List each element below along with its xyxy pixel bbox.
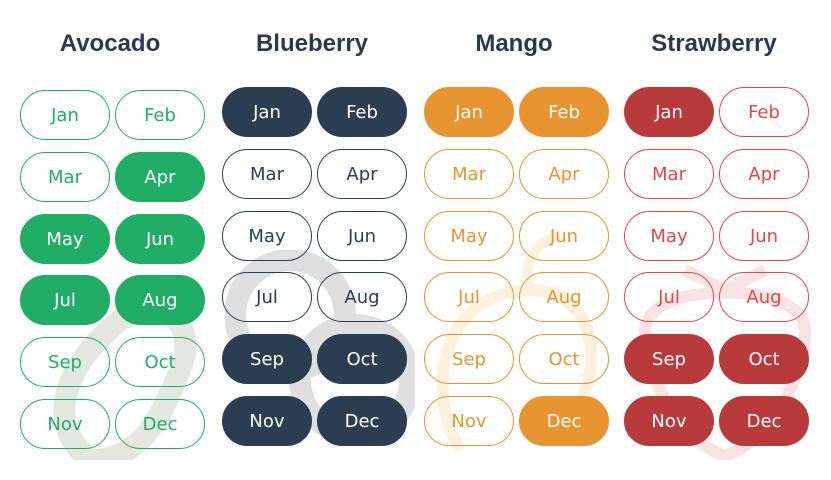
- fruit-title: Mango: [475, 30, 553, 57]
- month-pill-feb: Feb: [719, 87, 809, 137]
- month-pill-oct: Oct: [115, 337, 205, 387]
- month-pill-jan: Jan: [20, 90, 110, 140]
- month-pill-oct-in-season: Oct: [317, 334, 407, 384]
- month-pill-jul-in-season: Jul: [20, 275, 110, 325]
- month-pill-mar: Mar: [20, 152, 110, 202]
- month-pill-jan-in-season: Jan: [222, 87, 312, 137]
- month-pill-aug: Aug: [719, 272, 809, 322]
- month-pill-jul: Jul: [222, 272, 312, 322]
- month-pill-dec-in-season: Dec: [719, 396, 809, 446]
- month-pill-jun: Jun: [519, 211, 609, 261]
- month-pill-sep-in-season: Sep: [222, 334, 312, 384]
- month-pill-may-in-season: May: [20, 214, 110, 264]
- month-pill-nov: Nov: [424, 396, 514, 446]
- month-pill-jun: Jun: [317, 211, 407, 261]
- month-pill-nov-in-season: Nov: [222, 396, 312, 446]
- month-pill-jun: Jun: [719, 211, 809, 261]
- month-pill-mar: Mar: [424, 149, 514, 199]
- month-pill-jul: Jul: [424, 272, 514, 322]
- month-pill-apr: Apr: [519, 149, 609, 199]
- month-pill-jul: Jul: [624, 272, 714, 322]
- month-pill-may: May: [424, 211, 514, 261]
- month-pill-may: May: [222, 211, 312, 261]
- month-pill-feb-in-season: Feb: [317, 87, 407, 137]
- month-pill-jan-in-season: Jan: [624, 87, 714, 137]
- month-pill-apr: Apr: [317, 149, 407, 199]
- month-pill-feb: Feb: [115, 90, 205, 140]
- month-pill-mar: Mar: [222, 149, 312, 199]
- month-pill-mar: Mar: [624, 149, 714, 199]
- month-pill-nov: Nov: [20, 399, 110, 449]
- month-pill-aug: Aug: [317, 272, 407, 322]
- fruit-title: Avocado: [59, 30, 161, 57]
- month-pill-dec: Dec: [115, 399, 205, 449]
- fruit-title: Blueberry: [255, 30, 369, 57]
- month-pill-oct: Oct: [519, 334, 609, 384]
- month-pill-oct-in-season: Oct: [719, 334, 809, 384]
- month-pill-apr-in-season: Apr: [115, 152, 205, 202]
- fruit-title: Strawberry: [651, 30, 777, 57]
- month-pill-aug: Aug: [519, 272, 609, 322]
- month-pill-jan-in-season: Jan: [424, 87, 514, 137]
- month-pill-feb-in-season: Feb: [519, 87, 609, 137]
- month-pill-apr: Apr: [719, 149, 809, 199]
- month-pill-dec-in-season: Dec: [519, 396, 609, 446]
- month-pill-dec-in-season: Dec: [317, 396, 407, 446]
- month-pill-aug-in-season: Aug: [115, 275, 205, 325]
- month-pill-sep: Sep: [20, 337, 110, 387]
- month-pill-jun-in-season: Jun: [115, 214, 205, 264]
- month-pill-may: May: [624, 211, 714, 261]
- month-pill-nov-in-season: Nov: [624, 396, 714, 446]
- month-pill-sep-in-season: Sep: [624, 334, 714, 384]
- month-pill-sep: Sep: [424, 334, 514, 384]
